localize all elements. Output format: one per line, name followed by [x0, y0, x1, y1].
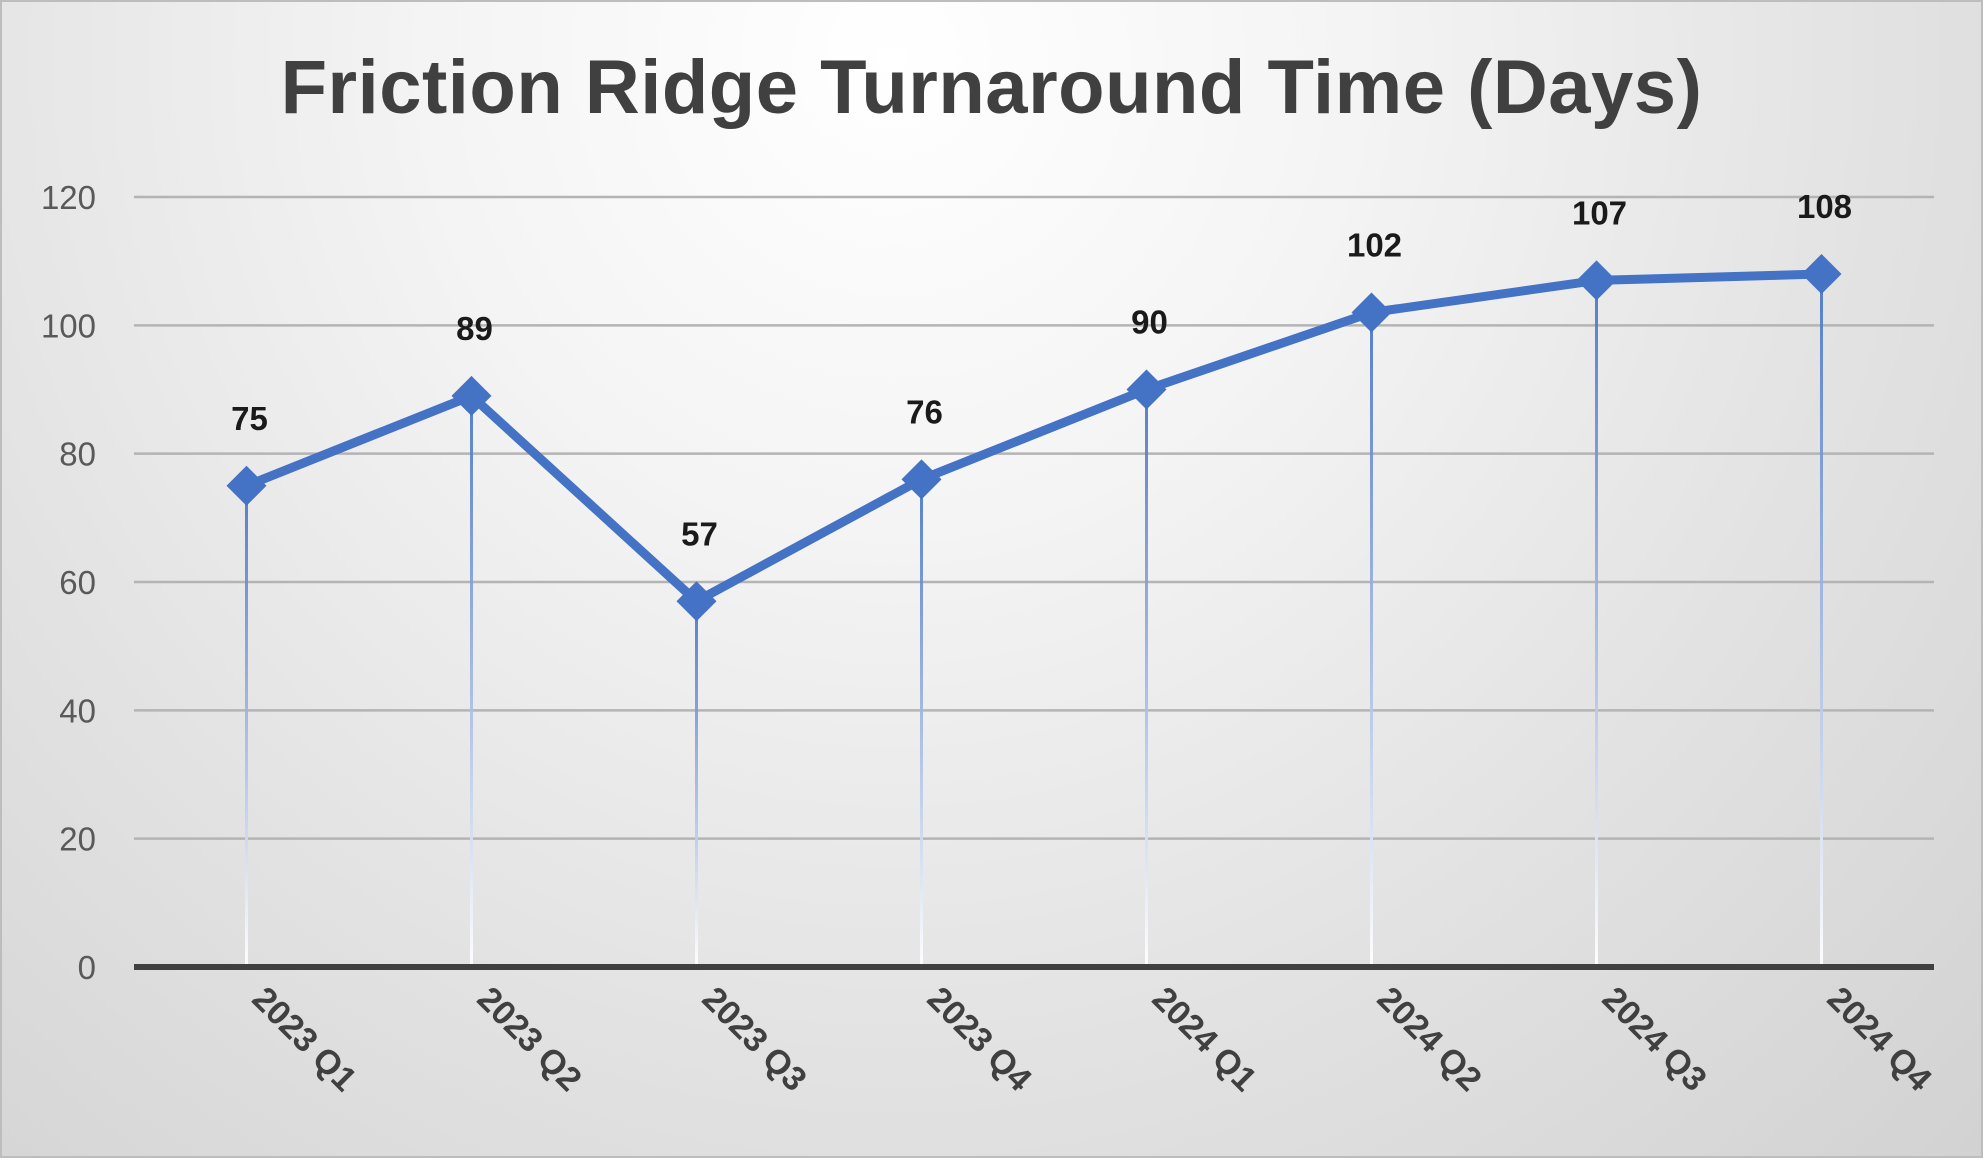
x-tick-label: 2023 Q3: [695, 980, 814, 1099]
data-label: 102: [1347, 227, 1402, 264]
data-label: 90: [1131, 304, 1168, 341]
y-tick-label: 20: [59, 821, 96, 858]
x-tick-label: 2024 Q1: [1145, 980, 1264, 1099]
data-point-marker: [901, 459, 942, 500]
y-tick-label: 100: [41, 307, 96, 344]
drop-line: [470, 395, 473, 968]
data-label: 108: [1797, 188, 1852, 225]
chart-title: Friction Ridge Turnaround Time (Days): [280, 45, 1703, 130]
data-point-marker: [451, 375, 492, 416]
data-label: 89: [456, 310, 493, 347]
x-tick-label: 2024 Q2: [1370, 980, 1489, 1099]
data-label: 75: [231, 400, 268, 437]
series-line: [242, 269, 1826, 606]
data-markers: [226, 254, 1842, 622]
data-label: 76: [906, 393, 943, 430]
drop-line: [1370, 312, 1373, 967]
drop-line: [695, 601, 698, 967]
x-tick-label: 2023 Q4: [920, 980, 1039, 1099]
drop-line: [1595, 280, 1598, 968]
y-tick-label: 40: [59, 692, 96, 729]
grid-lines: [134, 195, 1934, 840]
data-point-marker: [1576, 260, 1617, 301]
x-tick-label: 2023 Q2: [470, 980, 589, 1099]
y-axis-tick-labels: 0 20 40 60 80 100 120: [41, 179, 96, 986]
y-tick-label: 60: [59, 564, 96, 601]
data-point-marker: [676, 581, 717, 622]
data-point-marker: [1801, 254, 1842, 294]
x-tick-label: 2023 Q1: [245, 980, 364, 1099]
data-point-marker: [226, 465, 267, 506]
drop-line: [920, 479, 923, 967]
data-point-marker: [1126, 369, 1167, 410]
data-label: 57: [681, 515, 718, 552]
x-tick-label: 2024 Q4: [1820, 980, 1939, 1099]
y-tick-label: 120: [41, 179, 96, 216]
x-axis-tick-labels: 2023 Q1 2023 Q2 2023 Q3 2023 Q4 2024 Q1 2024 …: [245, 980, 1939, 1099]
data-label: 107: [1572, 194, 1627, 231]
series-line: [242, 269, 1826, 606]
data-point-marker: [1351, 292, 1392, 333]
x-tick-label: 2024 Q3: [1595, 980, 1714, 1099]
y-tick-label: 0: [78, 949, 96, 986]
drop-line: [245, 485, 248, 967]
drop-lines: [245, 274, 1823, 968]
y-tick-label: 80: [59, 436, 96, 473]
drop-line: [1145, 389, 1148, 967]
drop-line: [1820, 274, 1823, 967]
data-labels: 75 89 57 76 90 102 107 108: [231, 188, 1852, 552]
